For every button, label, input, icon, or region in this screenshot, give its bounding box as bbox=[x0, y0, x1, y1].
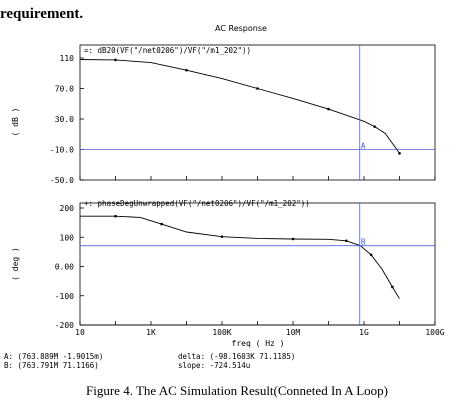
top-y-axis-label: ( dB ) bbox=[11, 108, 20, 137]
y-tick-label: 200 bbox=[60, 204, 75, 213]
readout-slope: slope: -724.514u bbox=[178, 361, 251, 370]
bottom-panel-phase: +: phaseDegUnwrapped(VF("/net0206")/VF("… bbox=[11, 199, 445, 348]
y-tick-label: -50.0 bbox=[50, 176, 74, 185]
x-tick-label: 10M bbox=[286, 328, 301, 337]
cursor-label: B bbox=[361, 238, 366, 247]
series-point bbox=[327, 107, 330, 111]
x-axis-label: freq ( Hz ) bbox=[232, 339, 285, 348]
cursor-a: A bbox=[80, 45, 435, 180]
top-x-tickmarks bbox=[79, 176, 436, 180]
x-tick-label: 1K bbox=[146, 328, 156, 337]
readout-b: B: (763.791M 71.1166) bbox=[4, 361, 99, 370]
bottom-y-axis-label: ( deg ) bbox=[11, 247, 20, 281]
readout-a: A: (763.889M -1.9015m) bbox=[4, 352, 104, 361]
series-point bbox=[114, 58, 117, 62]
y-tick-label: -200 bbox=[55, 321, 74, 330]
requirement-text: requirement. bbox=[0, 6, 84, 22]
x-tick-label: 1G bbox=[359, 328, 369, 337]
y-tick-label: -10.0 bbox=[50, 146, 74, 155]
ac-response-plot: AC Response =: dB20(VF("/net0206")/VF("/… bbox=[11, 24, 445, 348]
top-y-ticks: 110 70.0 30.0 -10.0 -50.0 bbox=[50, 54, 84, 185]
series-point bbox=[369, 253, 373, 257]
series-point bbox=[256, 87, 259, 90]
y-tick-label: 70.0 bbox=[55, 85, 74, 94]
y-tick-label: 30.0 bbox=[55, 115, 74, 124]
y-tick-label: 100 bbox=[60, 233, 75, 242]
bottom-trace-label: +: phaseDegUnwrapped(VF("/net0206")/VF("… bbox=[84, 199, 310, 208]
series-point bbox=[391, 285, 394, 289]
series-line bbox=[79, 59, 400, 154]
series-point bbox=[344, 239, 348, 243]
cursor-b: B bbox=[80, 203, 435, 325]
series-point bbox=[220, 235, 224, 238]
figure-caption: Figure 4. The AC Simulation Result(Conne… bbox=[86, 383, 388, 398]
y-tick-label: -100 bbox=[55, 292, 74, 301]
series-point bbox=[185, 68, 188, 72]
series-line bbox=[80, 215, 400, 299]
top-series bbox=[79, 58, 401, 155]
x-tick-label: 10 bbox=[75, 328, 85, 337]
top-trace-label: =: dB20(VF("/net0206")/VF("/m1_202")) bbox=[84, 46, 251, 55]
chart-title: AC Response bbox=[215, 24, 267, 33]
series-point bbox=[373, 125, 376, 128]
x-tick-label: 100G bbox=[425, 328, 444, 337]
bottom-y-ticks: 200 100 0.00 -100 -200 bbox=[55, 204, 84, 330]
readout-delta: delta: (-98.1603K 71.1185) bbox=[178, 352, 296, 361]
series-point bbox=[160, 222, 163, 226]
bottom-x-ticks: 10 1K 100K 10M 1G 100G bbox=[75, 321, 445, 337]
bottom-series bbox=[80, 214, 400, 299]
y-tick-label: 0.00 bbox=[55, 263, 74, 272]
series-point bbox=[114, 214, 117, 218]
y-tick-label: 110 bbox=[60, 54, 75, 63]
series-point bbox=[398, 152, 401, 155]
cursor-label: A bbox=[361, 142, 366, 151]
top-panel-db: =: dB20(VF("/net0206")/VF("/m1_202")) ( … bbox=[11, 44, 436, 185]
x-tick-label: 100K bbox=[212, 328, 231, 337]
series-point bbox=[291, 237, 295, 241]
